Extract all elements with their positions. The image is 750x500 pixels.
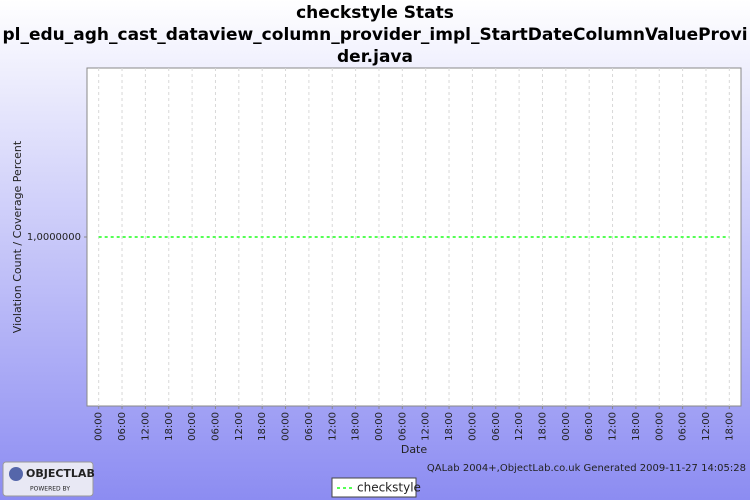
chart-title-block: checkstyle Stats pl_edu_agh_cast_datavie… [0, 2, 750, 68]
x-tick-label: 18:00 [351, 412, 362, 441]
chart-subtitle: pl_edu_agh_cast_dataview_column_provider… [2, 25, 748, 67]
x-tick-label: 12:00 [327, 412, 338, 441]
x-tick-label: 06:00 [491, 412, 502, 441]
x-tick-label: 00:00 [187, 412, 198, 441]
x-tick-label: 06:00 [397, 412, 408, 441]
x-tick-label: 06:00 [210, 412, 221, 441]
x-tick-label: 18:00 [724, 412, 735, 441]
y-axis-label: Violation Count / Coverage Percent [11, 140, 24, 333]
x-tick-label: 12:00 [608, 412, 619, 441]
x-tick-label: 12:00 [514, 412, 525, 441]
x-axis-label: Date [401, 443, 428, 456]
x-tick-label: 18:00 [257, 412, 268, 441]
legend-label: checkstyle [357, 481, 421, 495]
x-tick-label: 18:00 [164, 412, 175, 441]
x-tick-label: 12:00 [140, 412, 151, 441]
chart-title: checkstyle Stats [296, 3, 454, 23]
x-tick-label: 06:00 [304, 412, 315, 441]
logo-box [2, 461, 94, 497]
x-tick-label: 00:00 [654, 412, 665, 441]
x-tick-label: 18:00 [631, 412, 642, 441]
x-tick-label: 06:00 [117, 412, 128, 441]
x-tick-label: 18:00 [537, 412, 548, 441]
logo-icon [9, 467, 23, 481]
x-tick-label: 12:00 [421, 412, 432, 441]
footer: QALab 2004+,ObjectLab.co.uk Generated 20… [427, 463, 746, 474]
x-tick-label: 00:00 [281, 412, 292, 441]
x-tick-label: 12:00 [701, 412, 712, 441]
logo-name: OBJECTLAB [26, 467, 95, 480]
x-tick-label: 12:00 [234, 412, 245, 441]
x-tick-label: 00:00 [374, 412, 385, 441]
x-tick-label: 00:00 [94, 412, 105, 441]
x-tick-label: 18:00 [444, 412, 455, 441]
y-tick-label: 1,0000000 [27, 232, 81, 243]
logo-tagline: POWERED BY [30, 486, 70, 493]
x-tick-label: 06:00 [584, 412, 595, 441]
x-tick-label: 06:00 [678, 412, 689, 441]
x-tick-label: 00:00 [561, 412, 572, 441]
legend-box [331, 477, 417, 498]
x-tick-label: 00:00 [467, 412, 478, 441]
